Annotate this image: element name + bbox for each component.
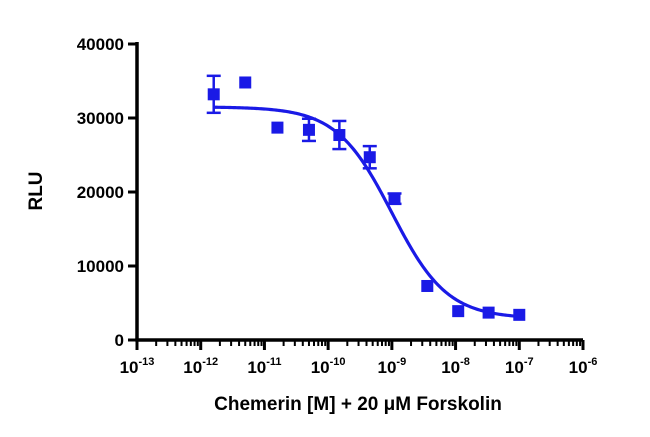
x-tick-label: 10-7 (505, 356, 534, 377)
x-tick-label: 10-12 (183, 356, 218, 377)
data-point (482, 306, 495, 319)
x-tick-label: 10-6 (569, 356, 598, 377)
x-tick-label: 10-8 (441, 356, 470, 377)
data-point (301, 117, 316, 143)
y-axis-title: RLU (26, 171, 47, 210)
y-tick-label: 20000 (77, 183, 124, 202)
point-marker (333, 129, 346, 142)
fit-curve (213, 105, 520, 319)
data-point (513, 308, 526, 321)
data-point (362, 144, 377, 170)
point-marker (271, 121, 284, 134)
x-tick-label: 10-11 (247, 356, 281, 377)
x-tick-labels: 10-13 10-12 10-11 10-10 10-9 10-8 10-7 10-6 (120, 356, 598, 377)
point-marker (239, 76, 252, 89)
point-marker (482, 306, 495, 319)
axes (128, 42, 585, 350)
data-point (452, 305, 465, 318)
point-marker (513, 308, 526, 321)
point-marker (363, 151, 376, 164)
point-marker (207, 88, 220, 101)
data-points (206, 74, 526, 321)
point-marker (302, 123, 315, 136)
data-point (332, 119, 347, 151)
x-tick-label: 10-9 (378, 356, 407, 377)
data-point (271, 121, 284, 134)
x-tick-label: 10-10 (311, 356, 346, 377)
data-point (239, 76, 252, 89)
y-tick-labels: 0 10000 20000 30000 40000 (77, 35, 124, 350)
y-tick-label: 40000 (77, 35, 124, 54)
point-marker (452, 305, 465, 318)
data-point (387, 192, 402, 206)
x-tick-label: 10-13 (120, 356, 155, 377)
y-tick-label: 0 (115, 331, 124, 350)
point-marker (388, 192, 401, 205)
y-tick-label: 30000 (77, 109, 124, 128)
data-point (421, 279, 434, 292)
y-tick-label: 10000 (77, 257, 124, 276)
x-axis-title: Chemerin [M] + 20 μM Forskolin (214, 394, 502, 415)
point-marker (421, 279, 434, 292)
data-point (206, 74, 221, 115)
